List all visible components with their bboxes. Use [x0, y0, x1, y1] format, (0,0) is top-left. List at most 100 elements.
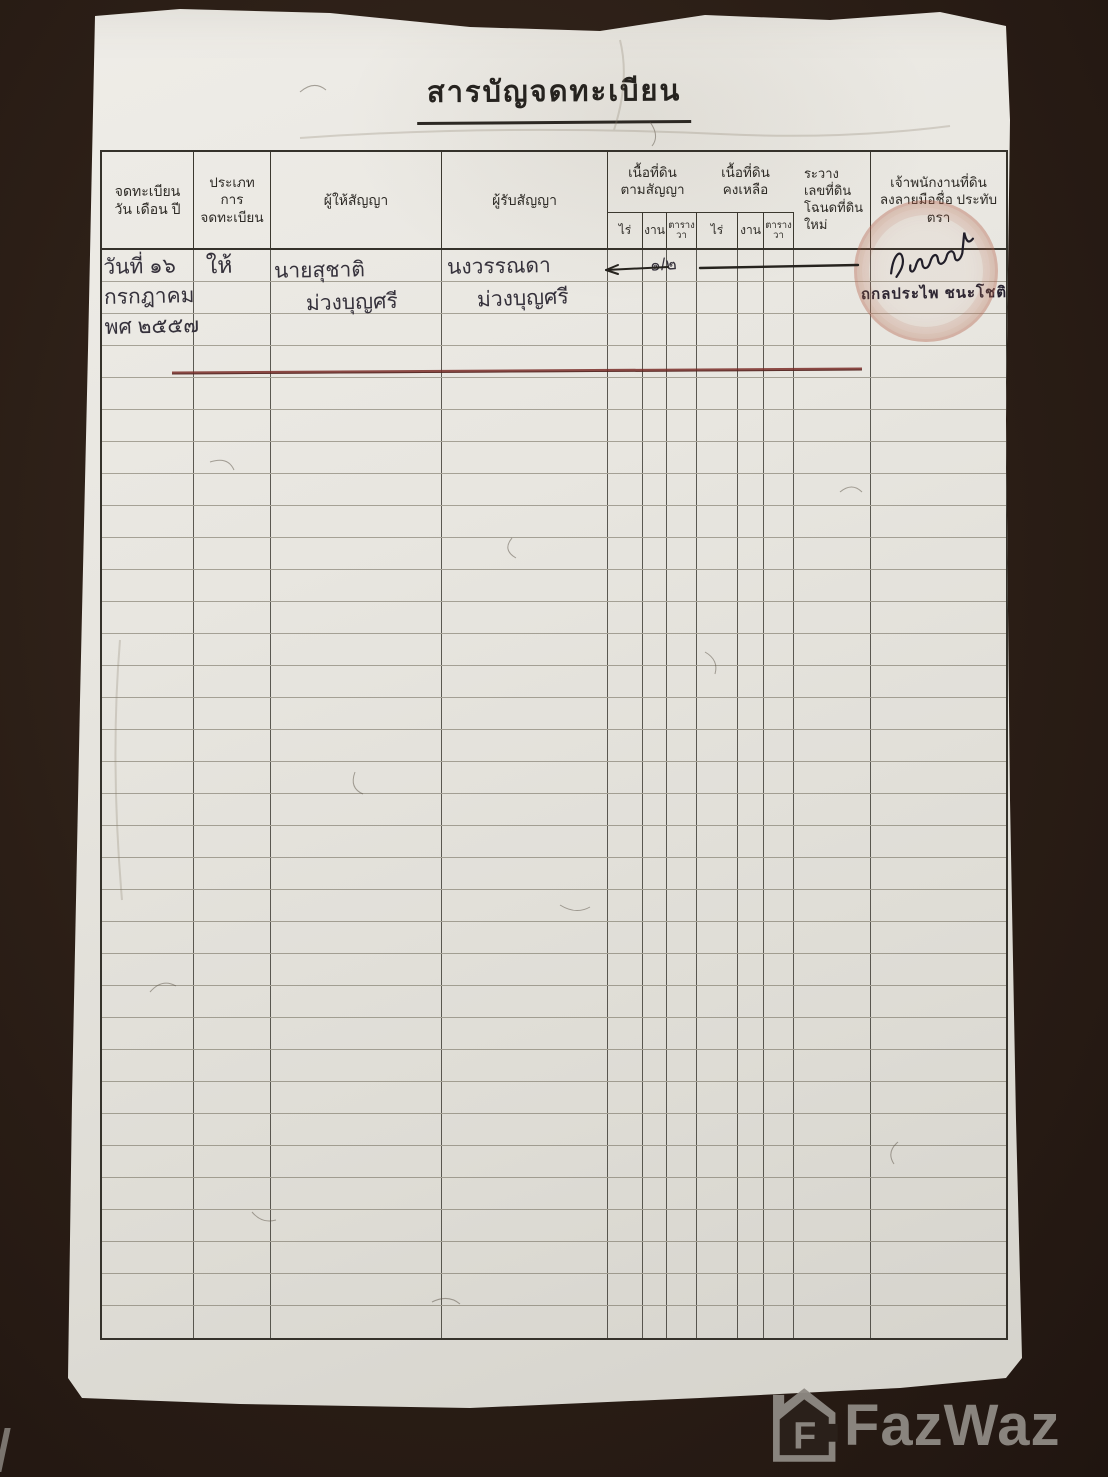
table-cell [194, 698, 271, 729]
table-cell [643, 570, 667, 601]
table-cell [102, 1018, 194, 1049]
table-row [102, 954, 1006, 986]
table-cell [738, 634, 764, 665]
entry-grantee-name: นงวรรณดา [446, 254, 552, 279]
table-row [102, 1242, 1006, 1274]
table-cell [194, 730, 271, 761]
table-cell [794, 634, 871, 665]
table-row [102, 1210, 1006, 1242]
table-cell [271, 506, 442, 537]
table-cell [738, 1274, 764, 1305]
table-cell [697, 570, 738, 601]
table-cell [102, 282, 194, 313]
table-cell [643, 506, 667, 537]
table-cell [764, 474, 794, 505]
table-cell [794, 890, 871, 921]
table-cell [194, 1178, 271, 1209]
table-cell [608, 410, 643, 441]
table-cell [643, 1178, 667, 1209]
table-cell [643, 1306, 667, 1338]
table-cell [871, 1306, 1006, 1338]
table-cell [738, 1082, 764, 1113]
table-row [102, 730, 1006, 762]
table-cell [271, 666, 442, 697]
table-cell [871, 570, 1006, 601]
table-cell [194, 666, 271, 697]
table-cell [194, 602, 271, 633]
table-row [102, 986, 1006, 1018]
table-cell [738, 410, 764, 441]
table-cell [667, 1018, 697, 1049]
table-cell [764, 602, 794, 633]
table-cell [667, 506, 697, 537]
table-cell [738, 1146, 764, 1177]
table-cell [667, 762, 697, 793]
table-cell [194, 570, 271, 601]
table-cell [697, 474, 738, 505]
table-cell [608, 474, 643, 505]
table-cell [738, 1210, 764, 1241]
table-cell [667, 570, 697, 601]
table-cell [643, 346, 667, 377]
table-cell [738, 890, 764, 921]
table-cell [871, 954, 1006, 985]
table-cell [871, 410, 1006, 441]
table-cell [271, 794, 442, 825]
table-cell [764, 282, 794, 313]
table-cell [697, 314, 738, 345]
table-cell [764, 410, 794, 441]
table-cell [102, 1210, 194, 1241]
table-cell [738, 922, 764, 953]
table-cell [442, 506, 608, 537]
table-cell [643, 538, 667, 569]
table-cell [271, 954, 442, 985]
table-cell [697, 730, 738, 761]
table-cell [643, 602, 667, 633]
table-cell [608, 346, 643, 377]
table-cell [608, 442, 643, 473]
table-cell [643, 762, 667, 793]
table-cell [643, 314, 667, 345]
table-row [102, 1306, 1006, 1338]
table-cell [271, 922, 442, 953]
table-row [102, 666, 1006, 698]
table-cell [764, 666, 794, 697]
table-cell [608, 250, 643, 281]
table-cell [697, 1018, 738, 1049]
page-title: สารบัญจดทะเบียน [416, 67, 692, 125]
table-cell [271, 602, 442, 633]
table-cell [794, 1050, 871, 1081]
table-cell [643, 698, 667, 729]
table-cell [194, 1242, 271, 1273]
table-cell [442, 890, 608, 921]
table-row [102, 634, 1006, 666]
table-cell [697, 410, 738, 441]
table-row [102, 1050, 1006, 1082]
table-cell [871, 1210, 1006, 1241]
table-cell [194, 1146, 271, 1177]
table-cell [608, 1114, 643, 1145]
table-cell [871, 858, 1006, 889]
table-cell [764, 858, 794, 889]
table-row [102, 1146, 1006, 1178]
table-cell [697, 1114, 738, 1145]
table-cell [608, 282, 643, 313]
table-cell [738, 506, 764, 537]
table-cell [667, 1114, 697, 1145]
table-cell [102, 794, 194, 825]
table-cell [667, 954, 697, 985]
table-cell [764, 698, 794, 729]
official-seal [854, 200, 998, 342]
table-cell [871, 346, 1006, 377]
table-cell [608, 922, 643, 953]
table-cell [871, 794, 1006, 825]
table-cell [194, 538, 271, 569]
fazwaz-watermark-text: FazWaz [844, 1392, 1061, 1458]
header-unit-wa: ตาราง วา [667, 213, 697, 248]
table-cell [667, 346, 697, 377]
table-cell [794, 314, 871, 345]
entry-grantee-surname: ม่วงบุญศรี [476, 285, 570, 312]
table-row [102, 1082, 1006, 1114]
table-cell [738, 1242, 764, 1273]
table-cell [697, 346, 738, 377]
